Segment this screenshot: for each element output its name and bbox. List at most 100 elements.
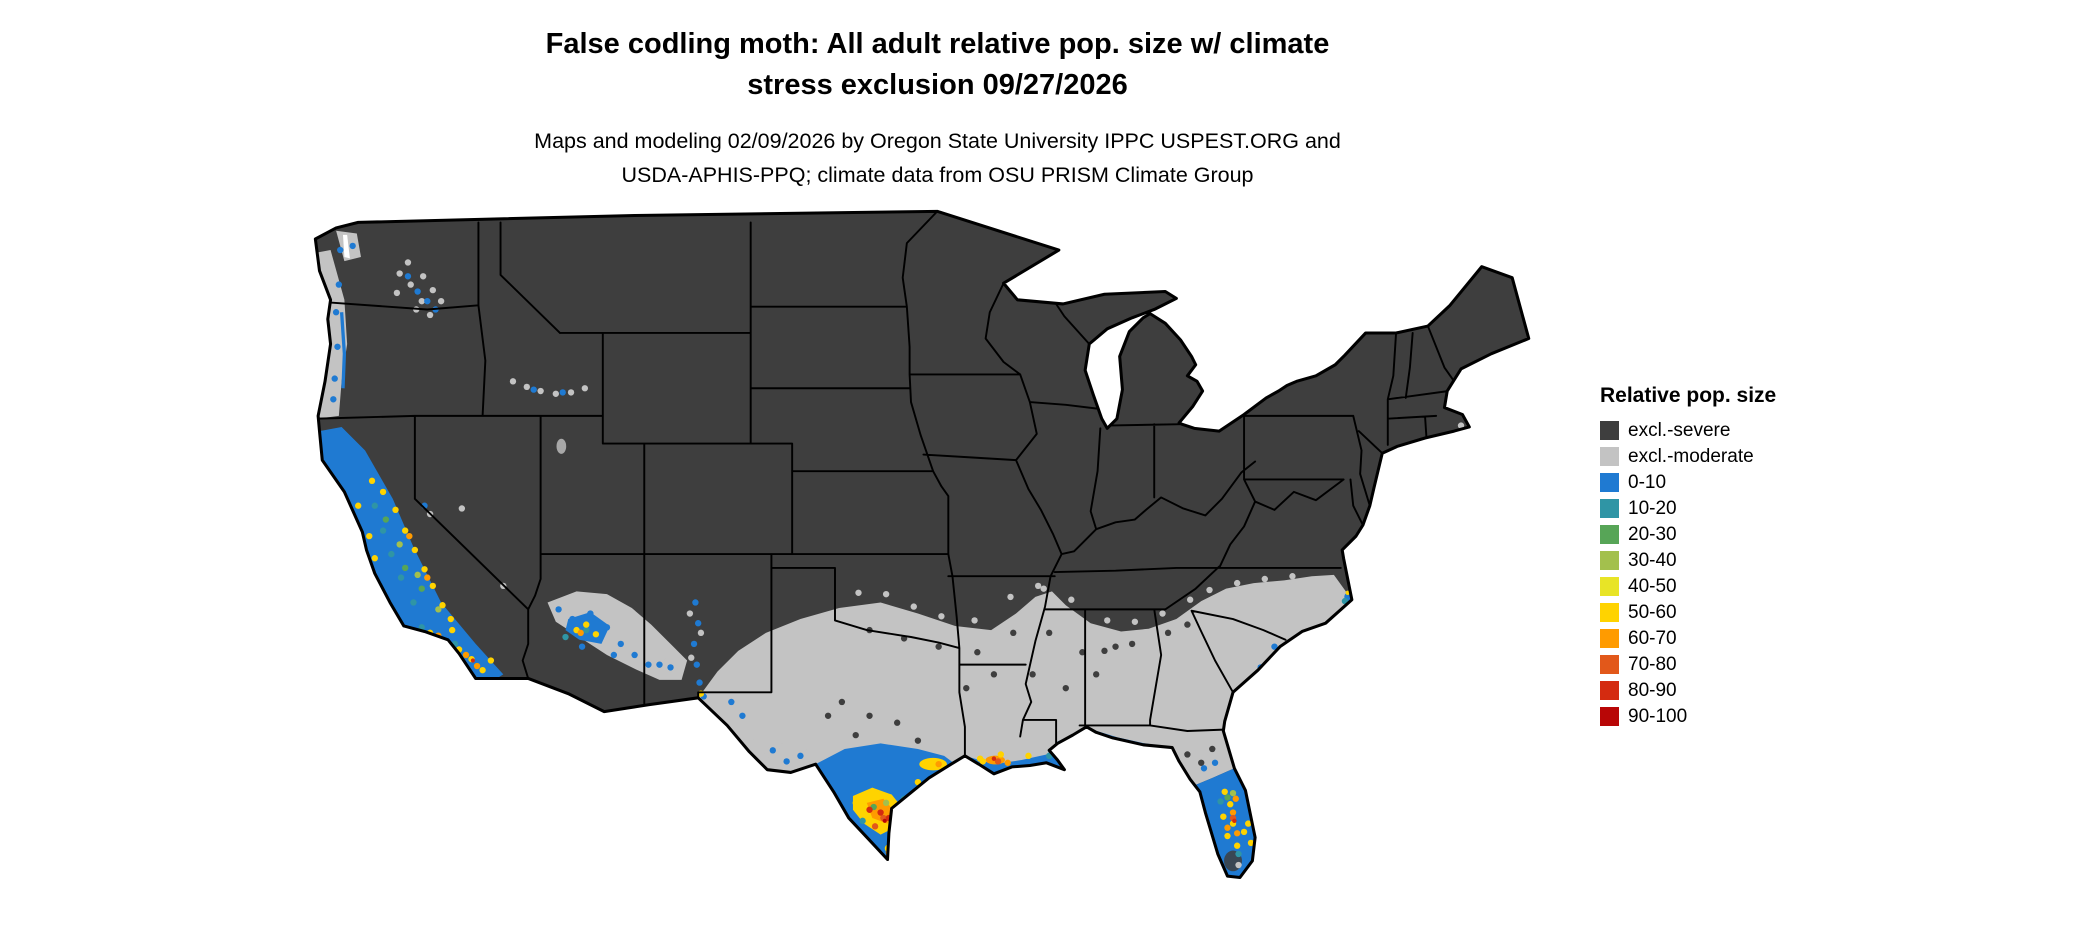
map-speckle <box>567 389 575 396</box>
map-speckle <box>1209 745 1216 753</box>
map-speckle <box>1093 671 1100 678</box>
map-speckle <box>645 661 652 668</box>
legend-item: 10-20 <box>1600 495 1776 521</box>
map-speckle <box>487 657 495 664</box>
map-speckle <box>396 270 403 277</box>
map-speckle <box>894 719 901 726</box>
map-speckle <box>688 654 695 661</box>
map-speckle <box>1224 824 1231 831</box>
map-speckle <box>581 385 589 392</box>
map-speckle <box>1184 621 1191 628</box>
puget-sound-water <box>342 234 350 259</box>
map-speckle <box>447 615 454 623</box>
map-speckle <box>437 298 445 305</box>
map-speckle <box>382 516 390 523</box>
map-speckle <box>1079 649 1086 656</box>
map-speckle <box>368 477 376 485</box>
map-speckle <box>617 640 624 648</box>
map-speckle <box>1200 765 1208 772</box>
map-speckle <box>976 755 984 762</box>
legend-swatch <box>1600 550 1619 570</box>
map-speckle <box>882 590 890 598</box>
map-speckle <box>935 643 942 650</box>
map-speckle <box>852 799 859 807</box>
map-speckle <box>1068 596 1075 603</box>
region-louisiana-coast-pop <box>964 744 1065 774</box>
legend-item: excl.-severe <box>1600 417 1776 443</box>
map-speckle <box>1221 788 1228 795</box>
map-speckle <box>1062 684 1069 692</box>
map-speckle <box>1247 839 1255 847</box>
map-speckle <box>337 246 344 254</box>
map-speckle <box>1235 861 1242 869</box>
region-california-pop <box>319 426 504 682</box>
legend-item: 40-50 <box>1600 573 1776 599</box>
map-speckle <box>1211 759 1219 766</box>
legend-item-label: 40-50 <box>1628 575 1677 597</box>
map-speckle <box>838 698 846 706</box>
legend-swatch <box>1600 472 1619 492</box>
map-speckle <box>388 550 395 558</box>
map-speckle <box>769 747 776 754</box>
map-speckle <box>753 737 760 744</box>
map-speckle <box>1222 885 1228 891</box>
map-speckle <box>1112 643 1119 650</box>
map-speckle <box>1419 441 1426 449</box>
map-speckle <box>739 712 746 719</box>
map-speckle <box>448 626 456 634</box>
map-speckle <box>424 298 431 305</box>
legend-item-label: 60-70 <box>1628 627 1677 649</box>
map-speckle <box>1164 629 1172 637</box>
legend-swatch <box>1600 498 1619 518</box>
map-speckle <box>1220 813 1227 820</box>
map-speckle <box>1034 582 1042 590</box>
map-speckle <box>396 541 403 548</box>
map-speckle <box>410 599 417 606</box>
map-speckle <box>414 571 421 578</box>
map-speckle <box>402 564 409 572</box>
legend-item: 90-100 <box>1600 703 1776 729</box>
map-speckle <box>690 640 698 648</box>
map-speckle <box>694 620 702 627</box>
map-speckle <box>1232 818 1237 824</box>
map-speckle <box>421 566 428 573</box>
map-speckle <box>419 273 427 280</box>
us-map-svg <box>313 209 1531 893</box>
map-speckle <box>1289 573 1296 580</box>
map-speckle <box>859 817 866 824</box>
legend-item-label: excl.-moderate <box>1628 445 1754 467</box>
map-speckle <box>855 589 862 596</box>
map-speckle <box>366 532 373 540</box>
legend-item-label: 80-90 <box>1628 679 1677 701</box>
subtitle-line-1: Maps and modeling 02/09/2026 by Oregon S… <box>534 129 1341 153</box>
map-speckle <box>429 582 437 590</box>
map-speckle <box>1224 794 1231 801</box>
map-speckle <box>1198 759 1205 766</box>
legend-item: 70-80 <box>1600 651 1776 677</box>
legend-swatch <box>1600 680 1619 700</box>
map-speckle <box>379 488 387 496</box>
map-speckle <box>696 679 703 686</box>
map-speckle <box>1232 795 1239 802</box>
map-speckle <box>1271 643 1278 650</box>
legend-swatch <box>1600 524 1619 544</box>
us-outline <box>313 209 1531 879</box>
legend: Relative pop. size excl.-severe excl.-mo… <box>1600 384 1776 729</box>
map-speckle <box>426 311 434 319</box>
map-speckle <box>1231 887 1237 893</box>
map-speckle <box>1457 422 1465 429</box>
map-speckle <box>562 633 569 641</box>
legend-item-label: 10-20 <box>1628 497 1677 519</box>
map-speckle <box>866 806 873 813</box>
map-speckle <box>1029 671 1036 678</box>
map-speckle <box>393 289 401 297</box>
map-speckle <box>764 751 771 758</box>
map-speckle <box>334 343 341 350</box>
map-speckle <box>1241 883 1247 889</box>
map-speckle <box>552 390 560 397</box>
map-speckle <box>1249 878 1255 884</box>
figure-canvas: False codling moth: All adult relative p… <box>313 28 1777 879</box>
map-speckle <box>667 664 674 671</box>
map-speckle <box>470 658 475 663</box>
map-speckle <box>1217 798 1224 805</box>
